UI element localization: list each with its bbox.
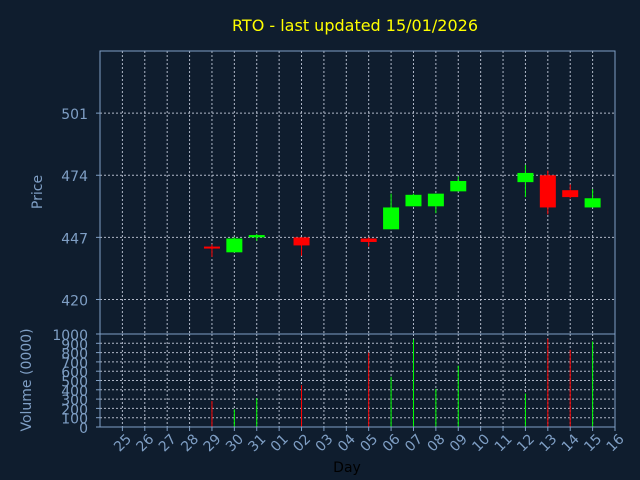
volume-panel-frame [99, 333, 616, 428]
volume-bars [211, 338, 594, 427]
x-tick-label: 12 [514, 431, 538, 455]
price-y-tick-label: 420 [61, 293, 88, 309]
volume-y-tick-label: 800 [61, 347, 88, 363]
volume-y-tick-label: 600 [61, 365, 88, 381]
candle-body [405, 194, 422, 207]
candle-body [226, 238, 243, 253]
candle-body [427, 193, 444, 207]
chart-title: RTO - last updated 15/01/2026 [232, 16, 478, 35]
volume-y-tick-label: 1000 [52, 328, 88, 344]
candle-body [539, 175, 556, 208]
x-tick-label: 30 [223, 431, 247, 455]
volume-y-tick-label: 300 [61, 393, 88, 409]
x-tick-label: 28 [178, 431, 202, 455]
x-ticks: 2526272829303101020304050607080910111213… [111, 427, 628, 455]
candle-body [517, 172, 534, 183]
x-tick-label: 03 [313, 431, 337, 455]
price-y-tick-label: 474 [61, 169, 88, 185]
x-tick-label: 06 [380, 431, 404, 455]
price-grid [100, 51, 615, 334]
candle-body [360, 238, 377, 242]
candle-body [584, 198, 601, 208]
volume-y-tick-label: 100 [61, 412, 88, 428]
x-tick-label: 05 [357, 431, 381, 455]
x-tick-label: 16 [604, 431, 628, 455]
price-axis-label: Price [30, 175, 46, 209]
x-tick-label: 04 [335, 431, 359, 455]
volume-y-tick-label: 500 [61, 375, 88, 391]
x-tick-label: 11 [492, 431, 516, 455]
x-tick-label: 31 [245, 431, 269, 455]
x-tick-label: 10 [469, 431, 493, 455]
volume-y-tick-label: 900 [61, 337, 88, 353]
x-tick-label: 15 [581, 431, 605, 455]
price-panel-frame [99, 50, 616, 335]
price-y-tick-label: 501 [61, 107, 88, 123]
x-tick-label: 07 [402, 431, 426, 455]
x-axis-label: Day [333, 460, 361, 476]
x-tick-label: 09 [447, 431, 471, 455]
candle-body [293, 237, 310, 246]
x-tick-label: 26 [133, 431, 157, 455]
volume-axis-label: Volume (0000) [19, 328, 35, 431]
volume-grid [100, 334, 615, 427]
price-y-tick-label: 447 [61, 231, 88, 247]
candle-body [248, 235, 265, 238]
x-tick-label: 01 [268, 431, 292, 455]
x-tick-label: 13 [537, 431, 561, 455]
volume-y-tick-label: 700 [61, 356, 88, 372]
x-tick-label: 27 [156, 431, 180, 455]
x-tick-label: 25 [111, 431, 135, 455]
x-tick-label: 14 [559, 431, 583, 455]
x-tick-label: 08 [425, 431, 449, 455]
volume-y-tick-label: 400 [61, 384, 88, 400]
candle-body [203, 246, 220, 249]
volume-y-tick-label: 0 [79, 421, 88, 437]
candlesticks [203, 164, 601, 257]
volume-y-tick-label: 200 [61, 402, 88, 418]
candle-body [383, 207, 400, 230]
candle-body [562, 190, 579, 198]
candle-body [450, 180, 467, 192]
x-tick-label: 02 [290, 431, 314, 455]
price-y-ticks: 420 447 474 501 [61, 107, 100, 309]
x-tick-label: 29 [201, 431, 225, 455]
